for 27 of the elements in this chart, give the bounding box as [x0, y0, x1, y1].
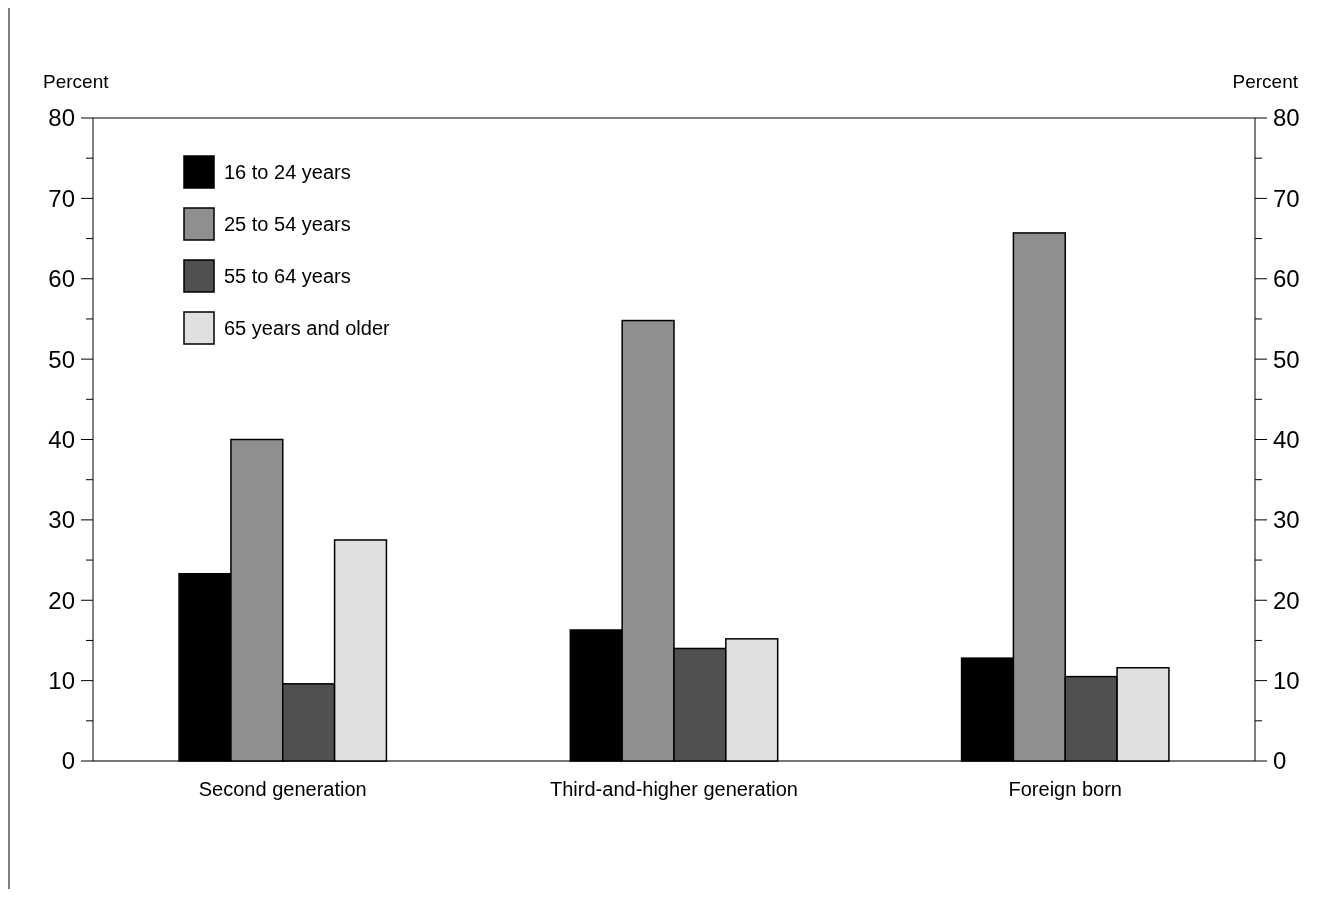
y-tick-label: 50 — [48, 345, 75, 373]
x-tick-label: Foreign born — [1008, 778, 1122, 800]
y2-tick-label: 30 — [1273, 506, 1300, 534]
y-tick-label: 20 — [48, 586, 75, 614]
y-axis-title: Percent — [43, 71, 110, 92]
legend-label: 16 to 24 years — [224, 161, 351, 183]
legend-label: 55 to 64 years — [224, 265, 351, 287]
legend-label: 25 to 54 years — [224, 213, 351, 235]
y-tick-label: 40 — [48, 425, 75, 453]
y2-axis-title: Percent — [1232, 71, 1299, 92]
y2-tick-label: 80 — [1273, 104, 1300, 132]
y-tick-label: 80 — [48, 104, 75, 132]
y2-tick-label: 40 — [1273, 425, 1300, 453]
y-tick-label: 70 — [48, 184, 75, 212]
y2-tick-label: 0 — [1273, 747, 1287, 775]
x-tick-label: Third-and-higher generation — [550, 778, 798, 800]
y2-tick-label: 50 — [1273, 345, 1300, 373]
y-tick-label: 60 — [48, 265, 75, 293]
y2-tick-label: 10 — [1273, 667, 1300, 695]
y2-tick-label: 70 — [1273, 184, 1300, 212]
legend-label: 65 years and older — [224, 317, 390, 339]
x-tick-label: Second generation — [198, 778, 367, 800]
y2-tick-label: 20 — [1273, 586, 1300, 614]
y-tick-label: 0 — [61, 747, 75, 775]
y-tick-label: 30 — [48, 506, 75, 534]
y-tick-label: 10 — [48, 667, 75, 695]
y2-tick-label: 60 — [1273, 265, 1300, 293]
